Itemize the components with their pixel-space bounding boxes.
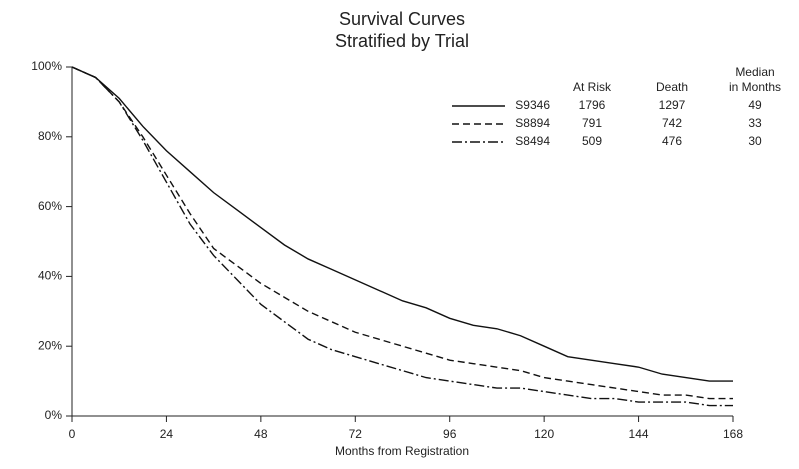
survival-curve: [71, 66, 733, 407]
legend-label: S8494: [515, 134, 550, 148]
legend-value: 30: [748, 134, 762, 148]
x-axis-label: Months from Registration: [335, 444, 469, 458]
legend-header: Median: [735, 65, 774, 79]
x-tick-label: 96: [443, 427, 457, 441]
y-tick-label: 80%: [38, 129, 62, 143]
legend-value: 742: [662, 116, 682, 130]
x-tick-label: 48: [254, 427, 268, 441]
legend-value: 791: [582, 116, 602, 130]
y-tick-label: 40%: [38, 269, 62, 283]
legend-value: 509: [582, 134, 602, 148]
legend-value: 1297: [659, 98, 686, 112]
x-tick-label: 120: [534, 427, 554, 441]
legend-label: S9346: [515, 98, 550, 112]
x-tick-label: 72: [349, 427, 363, 441]
y-tick-label: 20%: [38, 338, 62, 352]
legend-header: Death: [656, 80, 688, 94]
legend-value: 1796: [579, 98, 606, 112]
chart-subtitle: Stratified by Trial: [335, 31, 469, 51]
x-tick-label: 24: [160, 427, 174, 441]
legend-header: in Months: [729, 80, 781, 94]
legend-header: At Risk: [573, 80, 612, 94]
legend-value: 49: [748, 98, 762, 112]
x-tick-label: 168: [723, 427, 743, 441]
y-tick-label: 100%: [31, 59, 62, 73]
chart-title: Survival Curves: [339, 9, 465, 29]
x-tick-label: 0: [69, 427, 76, 441]
legend-value: 476: [662, 134, 682, 148]
y-tick-label: 0%: [45, 408, 63, 422]
y-tick-label: 60%: [38, 199, 62, 213]
legend-value: 33: [748, 116, 762, 130]
legend-label: S8894: [515, 116, 550, 130]
survival-curve: [71, 66, 733, 382]
x-tick-label: 144: [629, 427, 649, 441]
survival-curve: [71, 66, 733, 400]
